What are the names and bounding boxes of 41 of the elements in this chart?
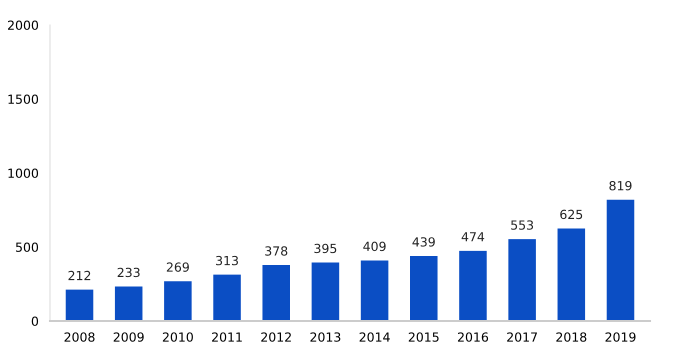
x-tick-label: 2015 bbox=[408, 332, 439, 342]
bar bbox=[410, 256, 438, 321]
data-label: 233 bbox=[118, 268, 140, 278]
data-label: 378 bbox=[265, 246, 288, 256]
data-label: 269 bbox=[166, 262, 189, 272]
y-tick-label: 500 bbox=[16, 242, 38, 252]
bar bbox=[558, 228, 586, 321]
bar bbox=[213, 274, 241, 321]
data-label: 313 bbox=[216, 256, 238, 266]
bar bbox=[66, 290, 94, 321]
bar bbox=[606, 200, 634, 321]
data-label: 409 bbox=[363, 242, 386, 252]
bar bbox=[164, 281, 192, 321]
x-tick-label: 2014 bbox=[360, 332, 390, 342]
x-tick-label: 2011 bbox=[212, 332, 242, 342]
x-tick-label: 2018 bbox=[556, 332, 586, 342]
data-label: 212 bbox=[68, 270, 90, 280]
bar bbox=[114, 286, 142, 321]
data-label: 625 bbox=[560, 210, 582, 220]
bar bbox=[262, 265, 290, 321]
y-tick-label: 1500 bbox=[8, 94, 38, 104]
data-label: 439 bbox=[412, 237, 435, 247]
data-label: 553 bbox=[511, 220, 534, 230]
x-tick-label: 2019 bbox=[606, 332, 636, 342]
bar bbox=[312, 262, 340, 321]
x-tick-label: 2009 bbox=[114, 332, 144, 342]
y-tick-label: 0 bbox=[32, 316, 38, 326]
y-tick-label: 2000 bbox=[8, 20, 38, 30]
data-label: 395 bbox=[314, 244, 336, 254]
y-tick-label: 1000 bbox=[8, 168, 38, 178]
bar bbox=[508, 239, 536, 321]
x-tick-label: 2016 bbox=[458, 332, 488, 342]
x-tick-label: 2017 bbox=[507, 332, 537, 342]
bar bbox=[360, 260, 388, 321]
data-label: 474 bbox=[462, 232, 484, 242]
x-tick-label: 2012 bbox=[261, 332, 291, 342]
x-tick-label: 2010 bbox=[162, 332, 193, 342]
x-tick-label: 2008 bbox=[64, 332, 95, 342]
x-tick-label: 2013 bbox=[310, 332, 340, 342]
data-label: 819 bbox=[609, 180, 632, 190]
bar bbox=[459, 250, 487, 321]
